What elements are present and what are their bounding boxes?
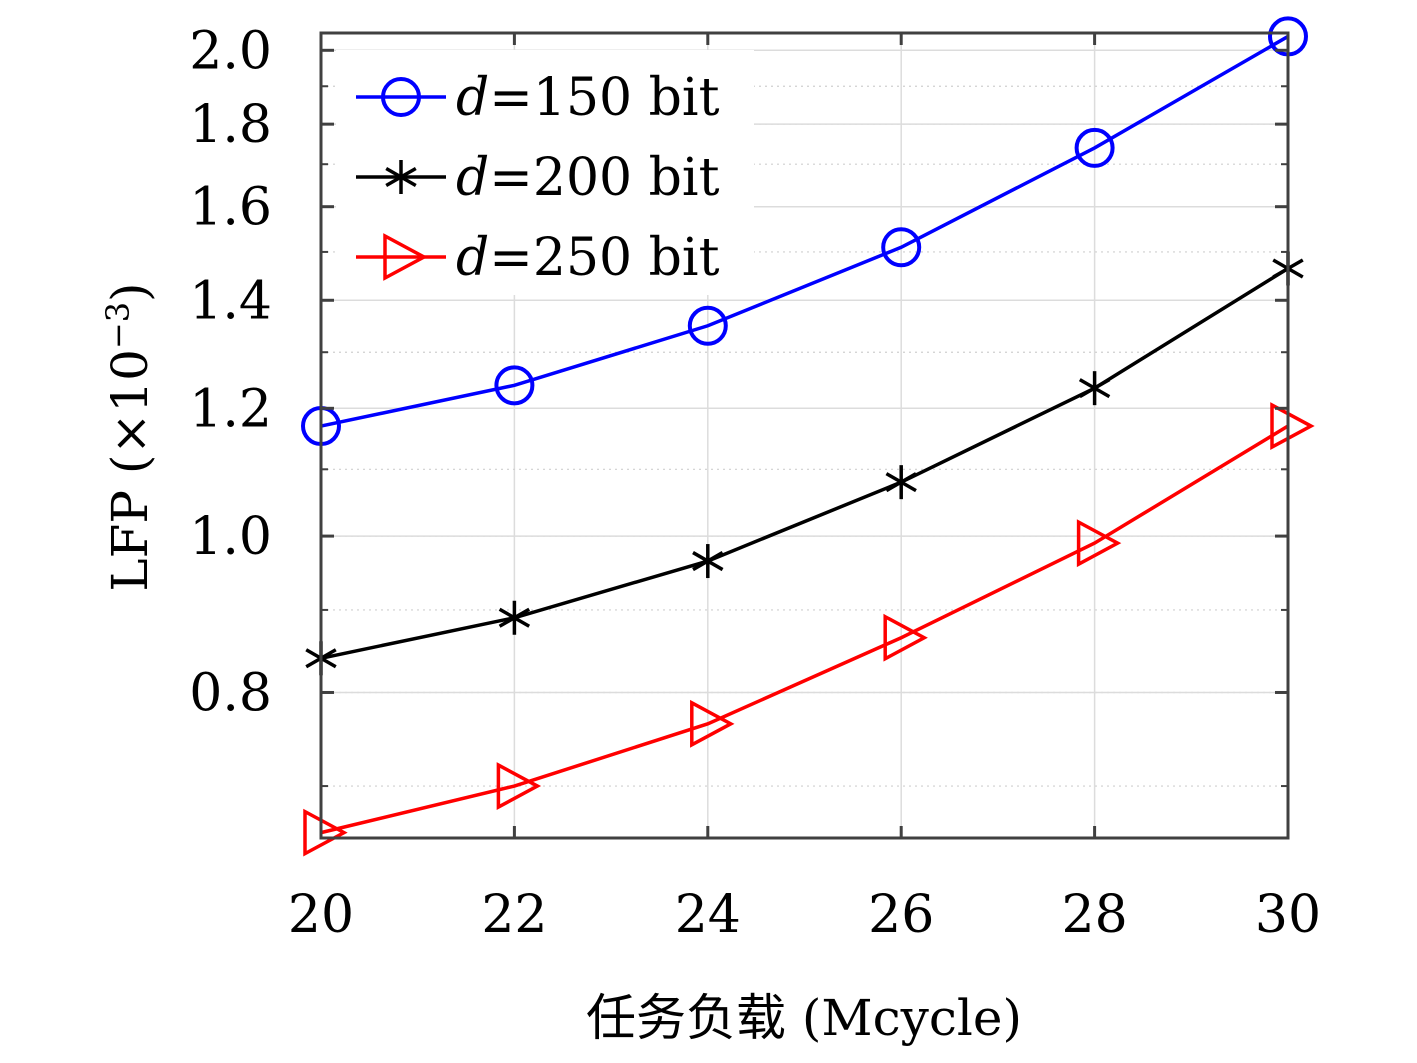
legend-label: d=150 bit [456,68,720,128]
axis-ticks [319,33,1290,838]
asterisk-marker [385,160,417,194]
asterisk-stroke [885,472,917,493]
x-axis-label: 任务负载 (Mcycle) [586,989,1022,1047]
asterisk-marker [498,600,531,635]
series-2 [305,251,1304,676]
x-tick-label: 22 [481,885,547,945]
y-axis-label-main: LFP (×10 [101,349,159,591]
y-axis-label-exponent: −3 [99,302,137,349]
triangle-marker [690,699,735,748]
triangle-marker [496,762,542,810]
circle-marker [1074,127,1115,168]
legend-label-variable: d [456,68,489,128]
legend-entry-3: d=250 bit [356,228,720,288]
legend-label-value: =150 bit [489,68,719,128]
legend-label: d=200 bit [456,148,720,208]
triangle-marker [883,613,928,662]
asterisk-stroke [1078,378,1111,399]
y-tick-label: 1.0 [189,507,272,567]
x-axis-tick-labels: 20 22 24 26 28 30 [288,885,1321,945]
series-line [320,424,1289,835]
circle-marker [381,77,421,117]
asterisk-stroke [385,166,417,188]
y-tick-label: 0.8 [189,663,272,723]
plot-area-frame [319,31,1290,840]
y-tick-label: 1.2 [189,379,272,439]
triangle-marker [303,808,348,857]
triangle-marker [1076,519,1122,568]
x-tick-label: 30 [1255,885,1321,945]
y-tick-label: 1.4 [189,271,272,331]
legend-label-variable: d [456,228,489,288]
x-tick-label: 24 [675,885,741,945]
asterisk-marker [885,465,917,500]
legend-label-value: =200 bit [489,148,719,208]
legend-label-value: =250 bit [489,228,719,288]
asterisk-marker [1078,371,1111,406]
circle-marker [687,305,728,346]
series-line [320,266,1289,660]
asterisk-stroke [498,607,531,628]
asterisk-marker [692,544,724,579]
series-layer [301,16,1315,857]
y-axis-label-close: ) [101,282,159,302]
legend-entry-1: d=150 bit [356,68,720,128]
x-tick-label: 28 [1062,885,1128,945]
y-tick-label: 2.0 [189,21,272,81]
y-tick-label: 1.8 [189,95,272,155]
legend-label-variable: d [456,148,489,208]
y-tick-label: 1.6 [189,178,272,238]
y-axis-tick-labels: 0.8 1.0 1.2 1.4 1.6 1.8 2.0 [189,21,272,723]
legend-label: d=250 bit [456,228,720,288]
series-3 [303,402,1315,857]
circle-marker [881,227,922,268]
series-line [320,34,1289,428]
triangle-marker [1270,402,1315,450]
x-tick-label: 20 [288,885,354,945]
x-tick-label: 26 [868,885,934,945]
circle-marker [494,365,535,406]
legend-entry-2: d=200 bit [356,148,720,208]
series-1 [301,16,1308,447]
y-axis-label: LFP (×10−3) [99,282,159,591]
triangle-marker [383,233,428,281]
asterisk-stroke [692,551,724,572]
